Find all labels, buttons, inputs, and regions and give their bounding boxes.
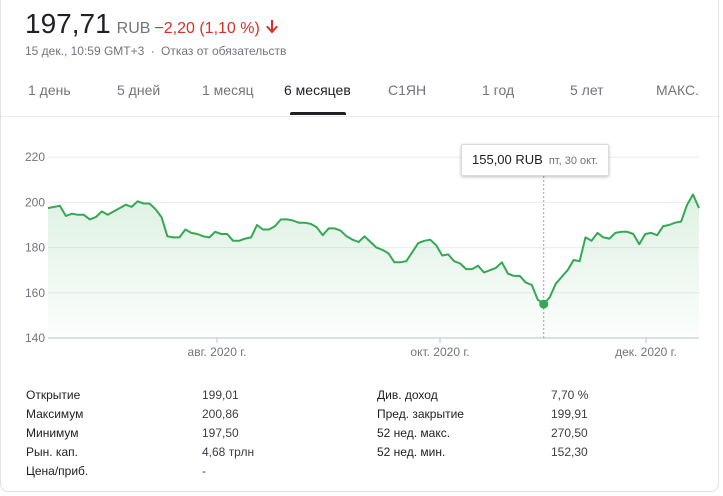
stat-value-52w-high: 270,50 <box>551 426 588 440</box>
disclaimer-link[interactable]: Отказ от обязательств <box>161 44 287 58</box>
stat-row: Открытие 199,01 <box>26 386 346 405</box>
stats-right: Див. доход 7,70 % Пред. закрытие 199,91 52… <box>377 386 697 462</box>
stat-row: Рын. кап. 4,68 трлн <box>26 443 346 462</box>
arrow-down-icon <box>265 20 278 34</box>
price-change: −2,20 (1,10 %) <box>154 20 260 37</box>
tab-max[interactable]: МАКС. <box>656 82 699 98</box>
series-line <box>47 193 700 306</box>
x-tick-label: окт. 2020 г. <box>410 345 469 359</box>
stat-value-high: 200,86 <box>202 407 239 421</box>
timestamp: 15 дек., 10:59 GMT+3 <box>25 44 145 58</box>
tab-1-year[interactable]: 1 год <box>482 82 515 98</box>
stat-label-52w-low: 52 нед. мин. <box>377 445 446 459</box>
tooltip-value: 155,00 RUB <box>472 152 543 167</box>
current-price: 197,71 <box>25 8 111 39</box>
stat-row: 52 нед. макс. 270,50 <box>377 424 697 443</box>
tab-ytd[interactable]: С1ЯН <box>388 82 427 98</box>
stat-row: Пред. закрытие 199,91 <box>377 405 697 424</box>
stat-label-pe: Цена/приб. <box>26 464 89 478</box>
series-area <box>48 194 699 338</box>
price-chart[interactable]: 140 160 180 200 220 авг. 2020 г. окт. 2020 г. д… <box>1 120 720 370</box>
stat-label-low: Минимум <box>26 426 79 440</box>
stat-value-prev-close: 199,91 <box>551 407 588 421</box>
stat-label-prev-close: Пред. закрытие <box>377 407 464 421</box>
stat-label-open: Открытие <box>26 388 81 402</box>
stats-left: Открытие 199,01 Максимум 200,86 Минимум 197… <box>26 386 346 481</box>
stat-row: Минимум 197,50 <box>26 424 346 443</box>
stat-value-open: 199,01 <box>202 388 239 402</box>
stat-row: Максимум 200,86 <box>26 405 346 424</box>
currency-label: RUB <box>116 20 151 37</box>
stat-value-low: 197,50 <box>202 426 239 440</box>
stat-label-mktcap: Рын. кап. <box>26 445 78 459</box>
tooltip-date: пт, 30 окт. <box>548 155 598 167</box>
stat-value-pe: - <box>202 464 206 478</box>
active-tab-indicator <box>290 112 346 115</box>
y-tick-label-200: 200 <box>25 195 45 209</box>
stat-label-div-yield: Див. доход <box>377 388 438 402</box>
price-subline: 15 дек., 10:59 GMT+3 · Отказ от обязател… <box>25 44 286 58</box>
tab-1-month[interactable]: 1 месяц <box>202 82 254 98</box>
tab-5-days[interactable]: 5 дней <box>117 82 161 98</box>
y-tick-label-160: 160 <box>25 286 45 300</box>
y-tick-label-140: 140 <box>25 331 45 345</box>
stat-label-52w-high: 52 нед. макс. <box>377 426 451 440</box>
x-tick-label: авг. 2020 г. <box>188 345 247 359</box>
y-tick-label-220: 220 <box>25 150 45 164</box>
stat-row: 52 нед. мин. 152,30 <box>377 443 697 462</box>
stat-value-mktcap: 4,68 трлн <box>202 445 255 459</box>
tab-5-years[interactable]: 5 лет <box>570 82 604 98</box>
y-tick-label-180: 180 <box>25 241 45 255</box>
price-header: 197,71 RUB −2,20 (1,10 %) <box>25 8 278 40</box>
chart-tooltip: 155,00 RUB пт, 30 окт. <box>461 144 609 176</box>
separator-dot: · <box>150 44 155 58</box>
highlighted-point[interactable] <box>539 299 549 309</box>
stat-value-52w-low: 152,30 <box>551 445 588 459</box>
x-tick-label: дек. 2020 г. <box>615 345 677 359</box>
tab-6-months[interactable]: 6 месяцев <box>284 82 351 98</box>
stat-value-div-yield: 7,70 % <box>551 388 589 402</box>
range-tabs: 1 день 5 дней 1 месяц 6 месяцев С1ЯН 1 г… <box>1 72 720 117</box>
stat-row: Див. доход 7,70 % <box>377 386 697 405</box>
stat-label-high: Максимум <box>26 407 84 421</box>
tab-1-day[interactable]: 1 день <box>28 82 71 98</box>
stat-row: Цена/приб. - <box>26 462 346 481</box>
